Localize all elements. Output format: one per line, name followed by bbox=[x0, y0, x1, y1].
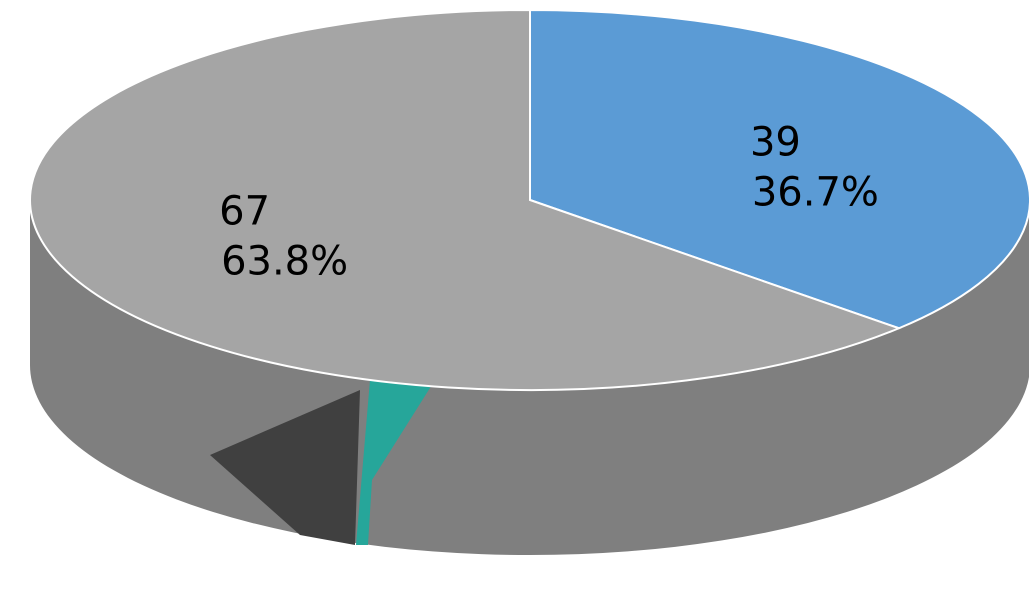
slice-value-label-1: 39 bbox=[750, 120, 801, 166]
slice-percent-label-1: 36.7% bbox=[752, 170, 879, 216]
pie-slice-1 bbox=[529, 8, 1029, 330]
pie-underside-shadow bbox=[210, 390, 360, 545]
pie-slice-2 bbox=[29, 8, 902, 391]
pie-underside-accent bbox=[356, 340, 440, 545]
pie-slices bbox=[29, 8, 1029, 391]
slice-percent-label-2: 63.8% bbox=[221, 238, 348, 284]
pie-depth bbox=[30, 200, 1029, 555]
slice-value-label-2: 67 bbox=[219, 188, 270, 234]
